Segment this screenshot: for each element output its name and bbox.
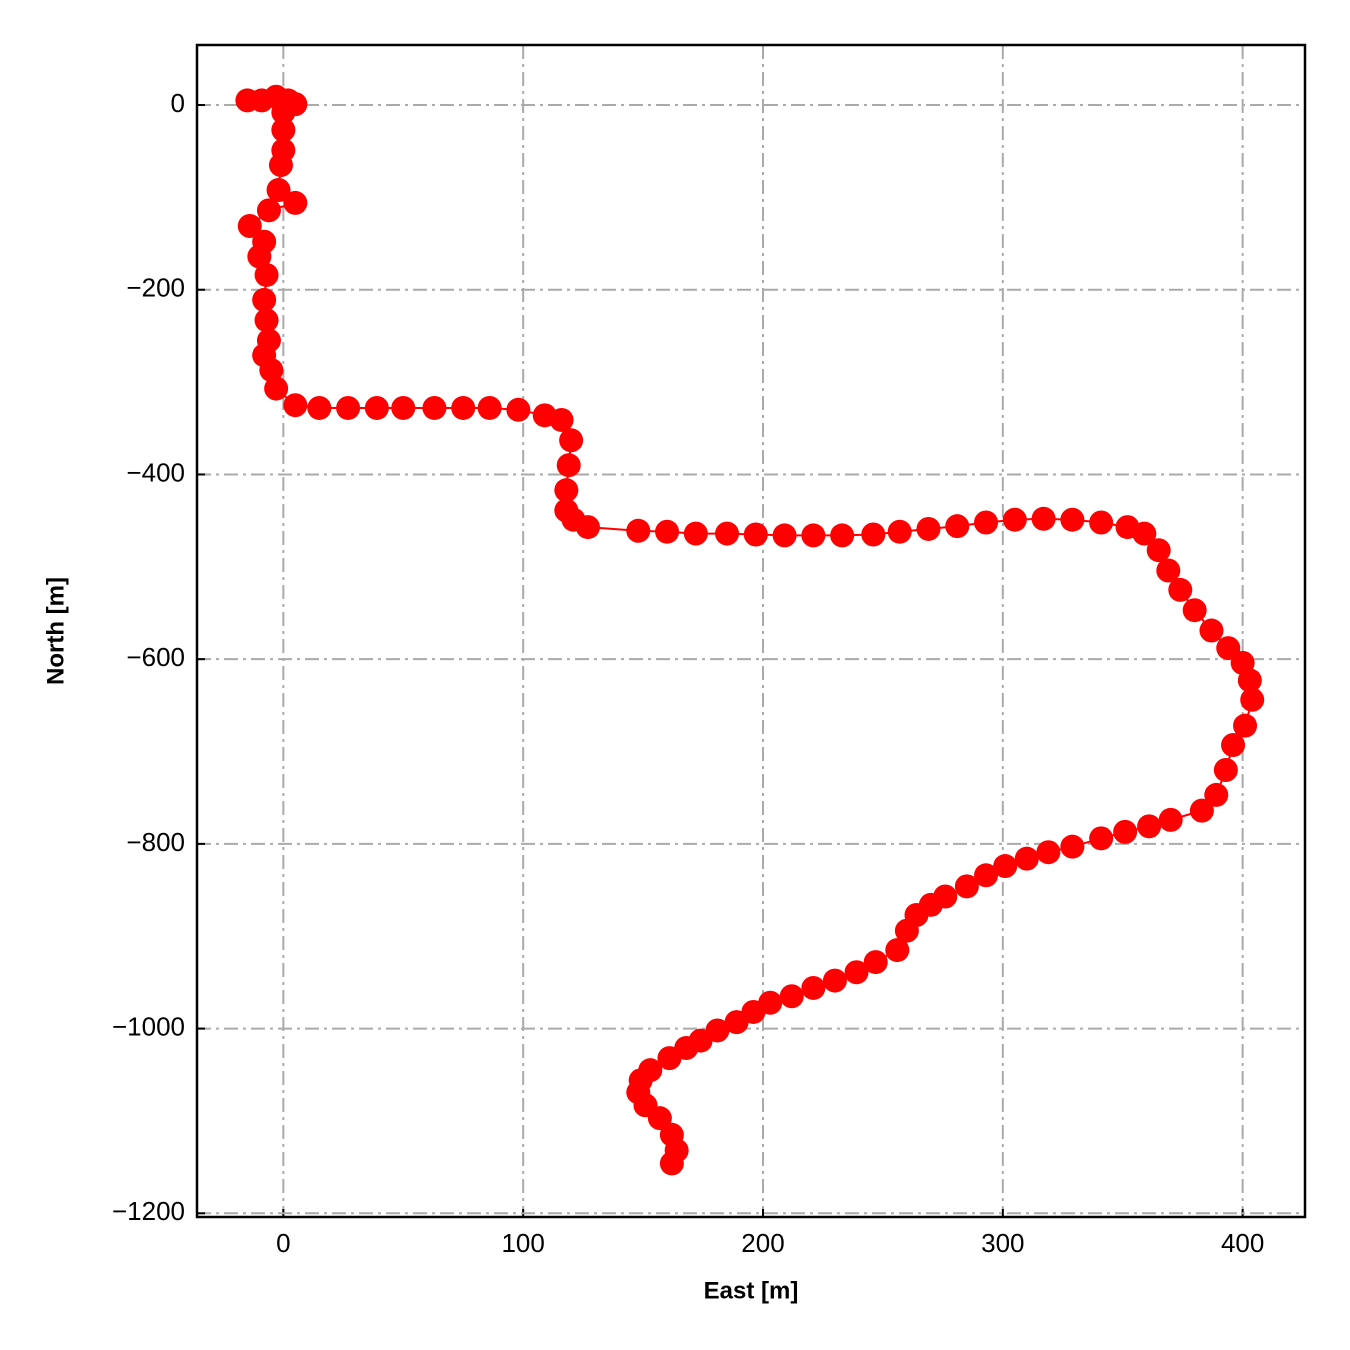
point-marker: [391, 395, 416, 420]
point-marker: [626, 518, 651, 543]
point-marker: [715, 521, 740, 546]
point-marker: [283, 393, 308, 418]
point-marker: [1060, 834, 1085, 859]
y-axis-label: North [m]: [42, 577, 69, 685]
point-marker: [801, 523, 826, 548]
point-marker: [894, 918, 919, 943]
point-marker: [830, 523, 855, 548]
point-marker: [559, 428, 584, 453]
y-tick-label: −200: [126, 273, 185, 303]
point-marker: [506, 397, 531, 422]
point-marker: [266, 177, 291, 202]
point-marker: [772, 523, 797, 548]
point-marker: [974, 510, 999, 535]
point-marker: [336, 395, 361, 420]
point-marker: [422, 395, 447, 420]
point-marker: [844, 960, 869, 985]
point-marker: [1182, 598, 1207, 623]
point-marker: [1189, 798, 1214, 823]
y-tick-label: −400: [126, 457, 185, 487]
point-marker: [1031, 506, 1056, 531]
point-marker: [1089, 826, 1114, 851]
point-marker: [1060, 507, 1085, 532]
point-marker: [1113, 819, 1138, 844]
point-marker: [659, 1151, 684, 1176]
point-marker: [549, 407, 574, 432]
x-tick-label: 0: [276, 1228, 290, 1258]
point-marker: [364, 395, 389, 420]
point-marker: [916, 516, 941, 541]
point-marker: [1199, 618, 1224, 643]
point-marker: [268, 153, 293, 178]
point-marker: [974, 863, 999, 888]
point-marker: [271, 100, 296, 125]
point-marker: [254, 308, 279, 333]
point-marker: [1237, 668, 1262, 693]
point-marker: [954, 874, 979, 899]
point-marker: [885, 938, 910, 963]
plot-frame: [195, 43, 1307, 1219]
y-tick-label: −1200: [112, 1196, 185, 1226]
point-marker: [1014, 846, 1039, 871]
point-marker: [657, 1046, 682, 1071]
x-tick-label: 400: [1221, 1228, 1264, 1258]
point-marker: [1204, 782, 1229, 807]
point-marker: [1233, 713, 1258, 738]
point-marker: [247, 244, 272, 269]
point-marker: [1146, 538, 1171, 563]
point-marker: [655, 519, 680, 544]
point-marker: [801, 975, 826, 1000]
point-marker: [945, 514, 970, 539]
point-marker: [254, 262, 279, 287]
point-marker: [822, 968, 847, 993]
point-marker: [724, 1010, 749, 1035]
point-marker: [683, 521, 708, 546]
x-axis-label: East [m]: [704, 1277, 799, 1304]
point-marker: [647, 1106, 672, 1131]
x-tick-label: 100: [501, 1228, 544, 1258]
point-marker: [477, 395, 502, 420]
y-tick-label: 0: [171, 88, 185, 118]
point-marker: [237, 214, 262, 239]
point-marker: [993, 854, 1018, 879]
x-tick-label: 300: [981, 1228, 1024, 1258]
point-marker: [1240, 687, 1265, 712]
point-marker: [264, 376, 289, 401]
point-marker: [1158, 807, 1183, 832]
point-marker: [575, 515, 600, 540]
point-marker: [259, 358, 284, 383]
point-marker: [451, 395, 476, 420]
point-marker: [887, 519, 912, 544]
point-marker: [743, 522, 768, 547]
x-tick-label: 200: [741, 1228, 784, 1258]
point-marker: [1156, 558, 1181, 583]
point-marker: [1036, 840, 1061, 865]
point-marker: [1132, 521, 1157, 546]
point-marker: [307, 395, 332, 420]
point-marker: [1216, 636, 1241, 661]
point-marker: [1089, 510, 1114, 535]
y-tick-label: −600: [126, 642, 185, 672]
point-marker: [1221, 733, 1246, 758]
point-marker: [256, 198, 281, 223]
point-marker: [1137, 814, 1162, 839]
point-marker: [283, 190, 308, 215]
point-marker: [1213, 757, 1238, 782]
point-marker: [861, 522, 886, 547]
point-marker: [556, 453, 581, 478]
y-tick-label: −1000: [112, 1011, 185, 1041]
point-marker: [1002, 507, 1027, 532]
point-marker: [779, 984, 804, 1009]
point-marker: [271, 117, 296, 142]
y-tick-label: −800: [126, 827, 185, 857]
point-marker: [863, 950, 888, 975]
point-marker: [252, 287, 277, 312]
point-marker: [554, 478, 579, 503]
point-marker: [1168, 577, 1193, 602]
